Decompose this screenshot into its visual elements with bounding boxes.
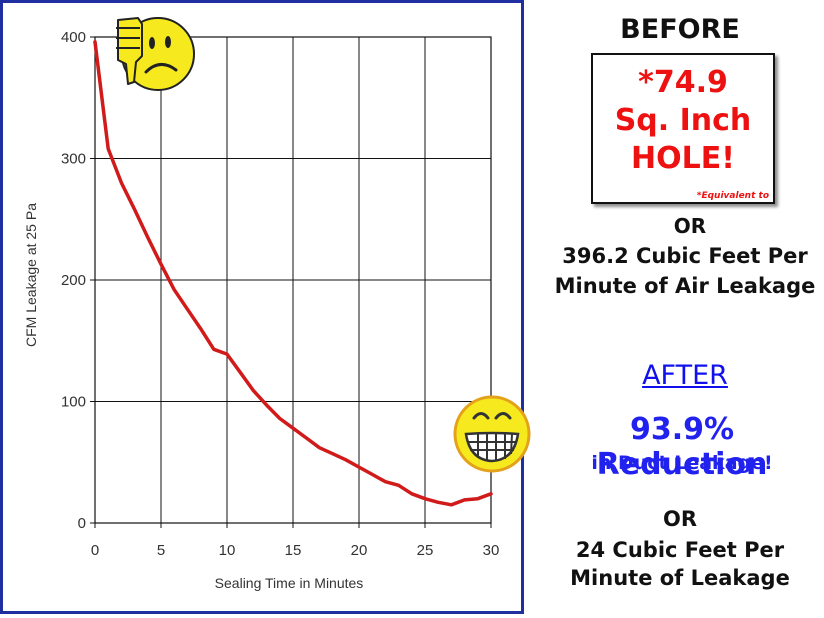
x-tick-label: 25: [417, 542, 434, 559]
leakage-before-line2: Minute of Air Leakage: [554, 274, 816, 298]
y-tick-label: 400: [61, 29, 86, 46]
before-heading: BEFORE: [620, 14, 740, 45]
x-tick-label: 30: [483, 542, 500, 559]
or-text-before: OR: [673, 214, 707, 238]
reduction-subtitle: in Duct Leakage!: [591, 452, 773, 474]
x-tick-label: 10: [219, 542, 236, 559]
leakage-after-line1: 24 Cubic Feet Per: [575, 538, 785, 562]
x-axis-title: Sealing Time in Minutes: [215, 575, 364, 591]
leakage-before-line1: 396.2 Cubic Feet Per: [562, 244, 808, 268]
after-heading: AFTER: [642, 360, 728, 391]
equivalent-footnote: *Equivalent to: [696, 191, 769, 201]
y-tick-label: 300: [61, 151, 86, 168]
grinning-face-icon: [453, 395, 531, 473]
or-text-after: OR: [662, 507, 698, 531]
y-tick-label: 0: [78, 515, 86, 532]
x-tick-label: 0: [91, 542, 99, 559]
before-hole-box: *74.9 Sq. Inch HOLE! *Equivalent to: [591, 53, 775, 204]
hole-size-value: *74.9: [638, 65, 728, 100]
y-axis-title: CFM Leakage at 25 Pa: [23, 203, 39, 347]
x-tick-label: 20: [351, 542, 368, 559]
y-tick-label: 100: [61, 394, 86, 411]
hole-label: HOLE!: [631, 141, 735, 176]
reduction-percent: 93.9% Reduction: [596, 412, 768, 482]
y-tick-label: 200: [61, 272, 86, 289]
leakage-series-line: [93, 40, 493, 507]
thumbs-down-frown-icon: [116, 17, 195, 91]
x-tick-label: 15: [285, 542, 302, 559]
leakage-after-line2: Minute of Leakage: [570, 566, 790, 590]
hole-size-unit: Sq. Inch: [614, 103, 752, 138]
x-tick-label: 5: [157, 542, 165, 559]
